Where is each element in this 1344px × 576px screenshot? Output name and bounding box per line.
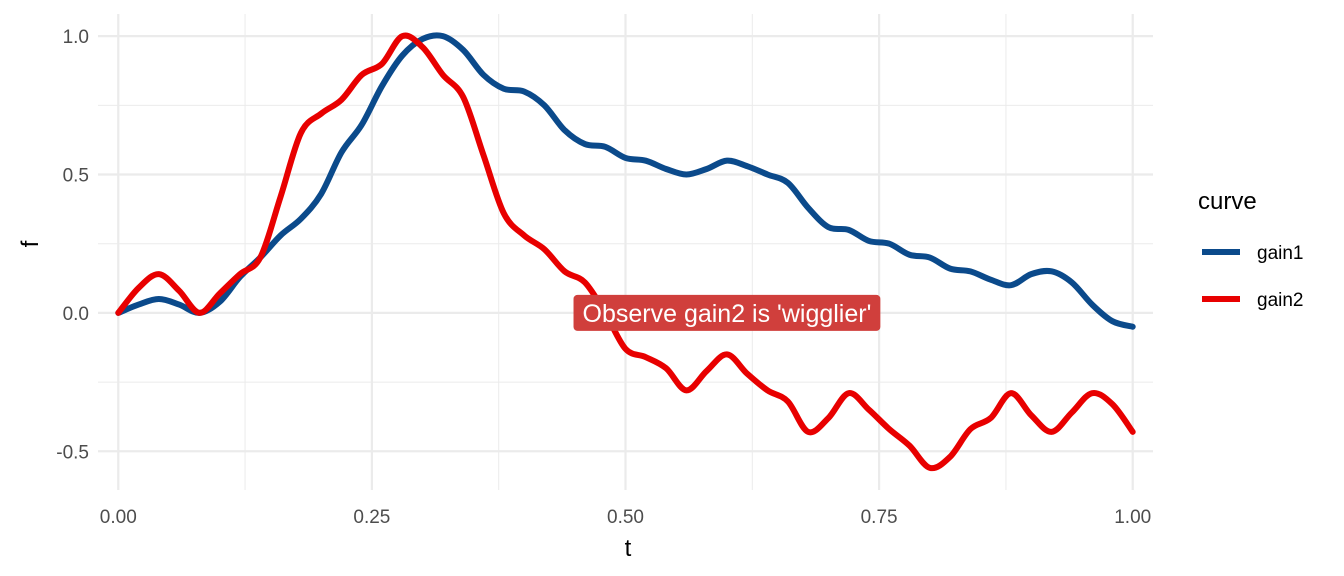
grid-major (98, 14, 1153, 490)
series-line-gain1 (115, 32, 1136, 330)
y-axis-title: f (17, 240, 44, 247)
x-axis-title: t (625, 535, 632, 562)
x-tick-labels: 0.00 0.25 0.50 0.75 1.00 (100, 507, 1151, 528)
legend-title: curve (1198, 188, 1257, 215)
legend-item-gain1: gain1 (1202, 243, 1304, 264)
y-tick-label: 0.5 (63, 166, 89, 187)
series-layer (115, 32, 1136, 472)
annotation-box (573, 294, 881, 331)
annotation-label: Observe gain2 is 'wigglier' (573, 294, 881, 331)
annotation-text: Observe gain2 is 'wigglier' (583, 300, 872, 328)
legend-label: gain1 (1257, 243, 1304, 264)
y-tick-label: 0.0 (63, 304, 89, 325)
legend-items: gain1 gain2 (1202, 243, 1304, 311)
legend-item-gain2: gain2 (1202, 290, 1304, 311)
series-line-gain2 (115, 32, 1136, 472)
legend-label: gain2 (1257, 290, 1304, 311)
annotation-layer: Observe gain2 is 'wigglier' (573, 294, 881, 331)
x-tick-label: 0.25 (353, 507, 390, 528)
x-tick-label: 0.75 (861, 507, 898, 528)
legend: curve gain1 gain2 (1198, 188, 1304, 311)
y-tick-label: -0.5 (56, 442, 89, 463)
y-tick-label: 1.0 (63, 27, 89, 48)
x-tick-label: 0.50 (607, 507, 644, 528)
y-tick-labels: 1.0 0.5 0.0 -0.5 (56, 27, 89, 463)
x-tick-label: 1.00 (1114, 507, 1151, 528)
x-tick-label: 0.00 (100, 507, 137, 528)
